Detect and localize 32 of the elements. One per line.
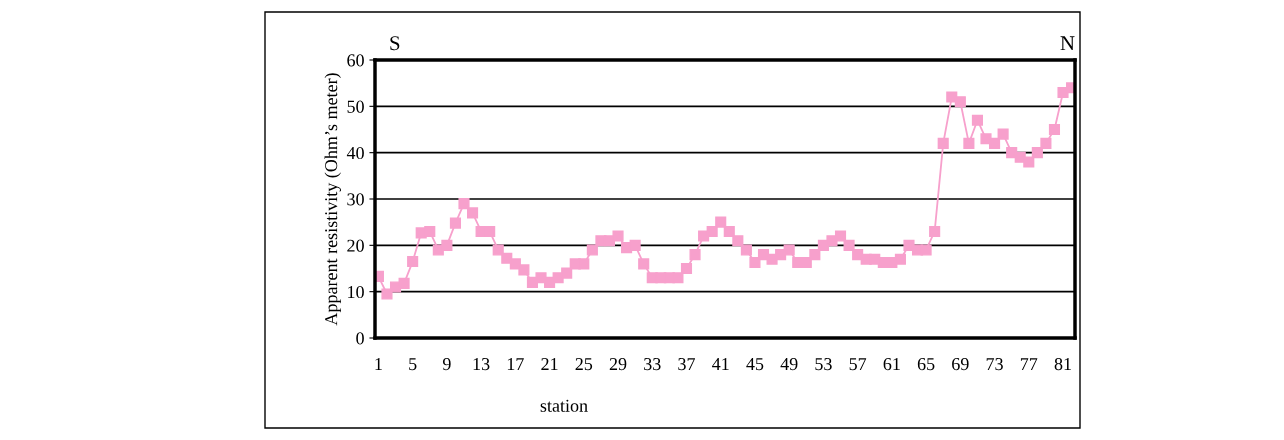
x-tick-label: 61 <box>883 358 900 371</box>
x-tick-label: 9 <box>442 358 451 371</box>
x-tick-label: 5 <box>409 358 417 371</box>
text: S <box>390 36 400 51</box>
x-tick-label: 13 <box>473 358 490 371</box>
x-tick-label: 53 <box>815 358 832 371</box>
x-tick-label: 37 <box>678 358 695 371</box>
x-tick-label: 77 <box>1020 358 1038 370</box>
x-tick-label: 45 <box>746 358 764 371</box>
x-axis-title: station <box>540 399 588 412</box>
x-tick-label: 17 <box>507 358 524 370</box>
x-tick-label: 29 <box>609 358 627 371</box>
y-tick-label: 40 <box>346 146 364 160</box>
x-tick-label: 81 <box>1054 357 1071 371</box>
y-tick-label: 0 <box>356 332 364 345</box>
x-tick-label: 73 <box>986 358 1003 371</box>
x-tick-label: 65 <box>917 358 935 371</box>
y-tick-label: 10 <box>348 285 364 299</box>
x-tick-label: 25 <box>575 358 593 371</box>
x-tick-label: 33 <box>644 358 661 371</box>
x-tick-label: 21 <box>541 358 558 370</box>
x-tick-label: 49 <box>780 358 798 371</box>
x-tick-label: 57 <box>849 358 867 371</box>
text: N <box>1060 36 1075 50</box>
y-tick-label: 60 <box>347 54 364 67</box>
x-tick-label: 41 <box>712 358 729 370</box>
y-tick-label: 50 <box>347 100 364 113</box>
y-tick-label: 30 <box>347 193 364 206</box>
x-tick-label: 1 <box>375 358 382 370</box>
y-tick-label: 20 <box>347 239 364 252</box>
y-axis-title: Apparent resistivity (Ohm’s meter) <box>324 73 341 326</box>
x-tick-label: 69 <box>952 358 969 371</box>
